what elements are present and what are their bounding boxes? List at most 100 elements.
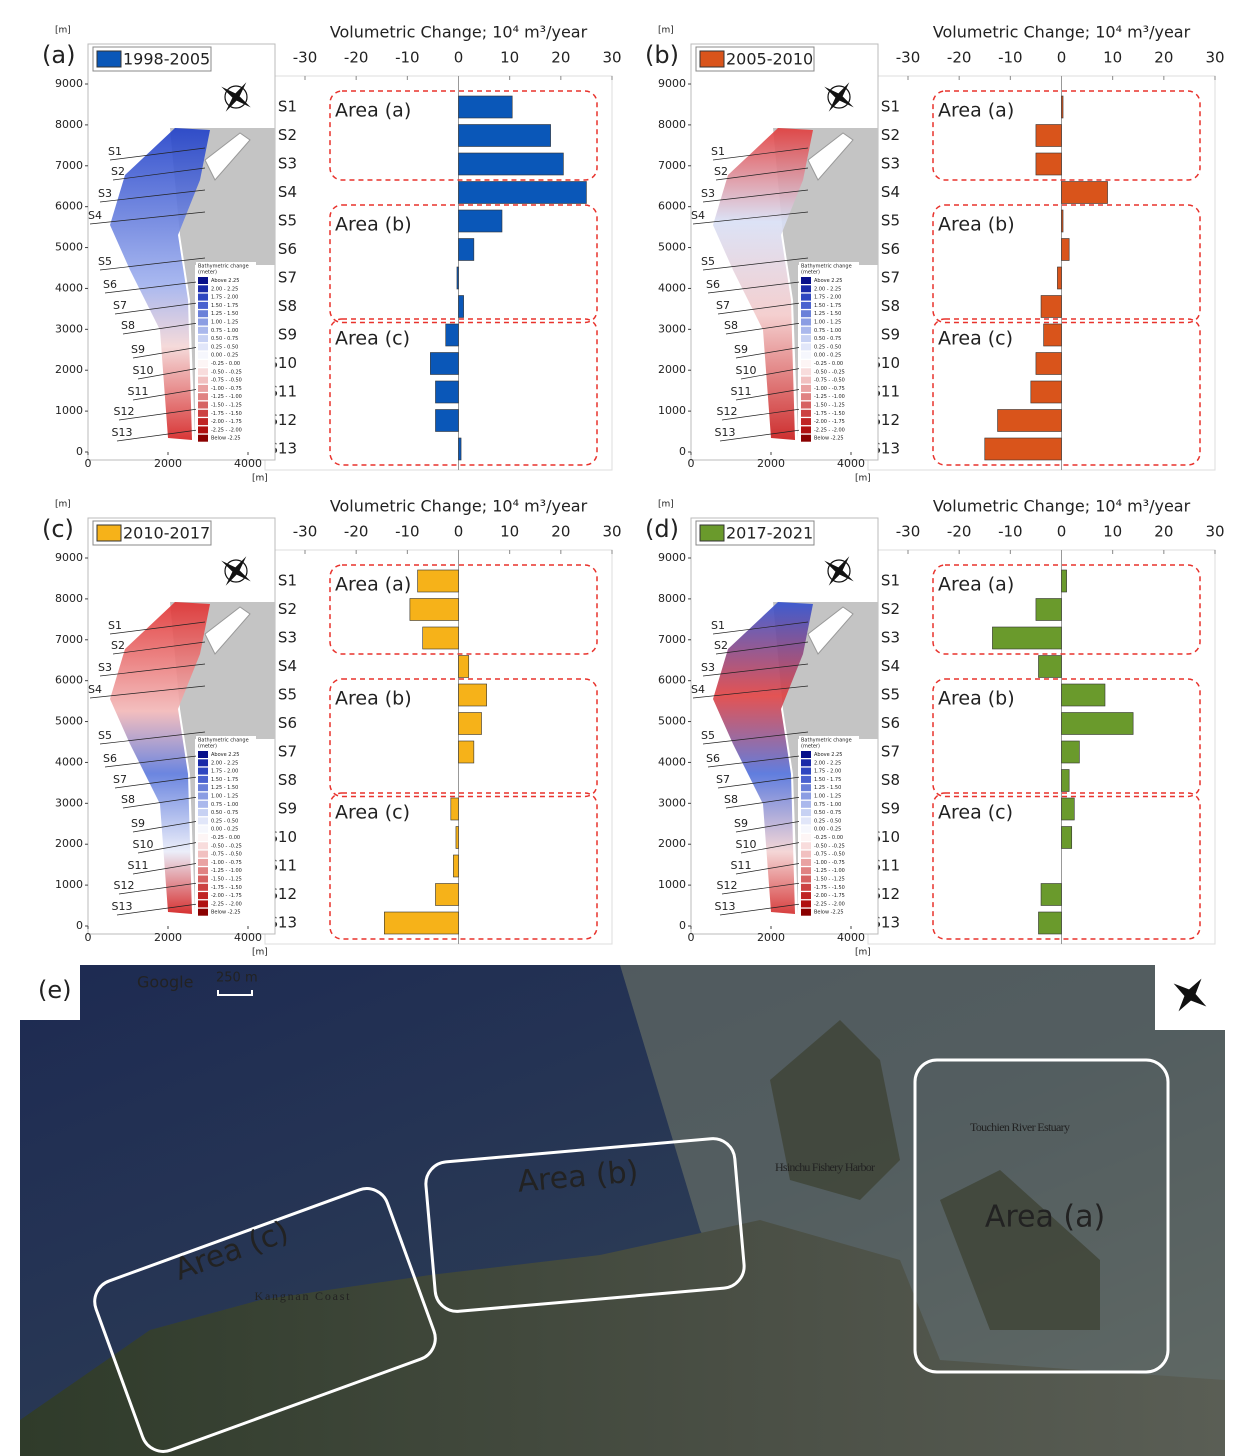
legend-swatch — [198, 851, 208, 858]
x-tick-label: 30 — [602, 523, 621, 541]
legend-entry: 1.50 - 1.75 — [211, 777, 238, 783]
legend-entry: Below -2.25 — [814, 910, 844, 916]
transect-label: S2 — [714, 639, 728, 652]
axis-unit: [m] — [252, 948, 268, 958]
y-tick-label: 9000 — [55, 551, 83, 564]
legend-entry: 0.25 - 0.50 — [211, 818, 238, 824]
transect-label: S4 — [691, 209, 705, 222]
area-label: Area (b) — [938, 214, 1015, 236]
y-tick-label: S4 — [881, 183, 900, 201]
panel-label: (b) — [645, 41, 679, 69]
legend-entry: 2.00 - 2.25 — [211, 286, 238, 292]
bar — [1038, 656, 1061, 678]
legend-swatch — [801, 277, 811, 284]
bar — [1036, 353, 1062, 375]
bar — [1036, 153, 1062, 175]
legend-swatch — [801, 385, 811, 392]
x-tick-label: -30 — [896, 49, 921, 67]
legend-swatch — [198, 327, 208, 334]
y-tick-label: S9 — [278, 326, 297, 344]
y-tick-label: S4 — [881, 657, 900, 675]
area-label: Area (a) — [938, 574, 1014, 596]
legend-entry: -2.00 - -1.75 — [814, 419, 845, 425]
legend-swatch — [198, 385, 208, 392]
legend-swatch — [801, 368, 811, 375]
y-tick-label: 3000 — [658, 796, 686, 809]
legend-entry: 1.25 - 1.50 — [211, 785, 238, 791]
y-tick-label: 9000 — [658, 77, 686, 90]
x-tick-label: 4000 — [837, 931, 865, 944]
legend-swatch — [801, 834, 811, 841]
legend-swatch — [801, 410, 811, 417]
transect-label: S6 — [103, 752, 117, 765]
area-label: Area (b) — [335, 688, 412, 710]
legend-swatch — [198, 294, 208, 301]
transect-label: S4 — [88, 209, 102, 222]
bar — [1036, 599, 1062, 621]
area-label: Area (a) — [335, 574, 411, 596]
y-tick-label: 4000 — [658, 281, 686, 294]
x-tick-label: 4000 — [234, 457, 262, 470]
legend-swatch — [198, 335, 208, 342]
bar — [459, 210, 502, 232]
area-label: Area (b) — [335, 214, 412, 236]
transect-label: S3 — [701, 187, 715, 200]
area-label: Area (a) — [335, 100, 411, 122]
y-tick-label: S8 — [278, 771, 297, 789]
legend-swatch — [801, 909, 811, 916]
axis-unit: [m] — [855, 474, 871, 484]
y-tick-label: 0 — [76, 445, 83, 458]
legend-unit: (meter) — [801, 744, 820, 750]
transect-label: S5 — [98, 729, 112, 742]
legend-swatch — [801, 343, 811, 350]
legend-entry: 0.00 - 0.25 — [814, 827, 841, 833]
legend-swatch — [198, 892, 208, 899]
legend-entry: 1.25 - 1.50 — [814, 311, 841, 317]
transect-label: S12 — [114, 405, 135, 418]
legend-swatch — [198, 410, 208, 417]
legend-entry: 0.25 - 0.50 — [814, 818, 841, 824]
legend-swatch — [801, 851, 811, 858]
bar — [459, 182, 587, 204]
bar — [410, 599, 459, 621]
legend-entry: 2.00 - 2.25 — [211, 760, 238, 766]
chart-title: Volumetric Change; 10⁴ m³/year — [330, 497, 588, 516]
y-tick-label: 7000 — [55, 159, 83, 172]
bar — [1062, 713, 1134, 735]
transect-label: S8 — [724, 793, 738, 806]
legend-entry: Above 2.25 — [814, 278, 842, 284]
transect-label: S8 — [121, 793, 135, 806]
legend-swatch — [801, 393, 811, 400]
bar — [435, 884, 458, 906]
x-tick-label: 0 — [1057, 523, 1067, 541]
axis-unit: [m] — [252, 474, 268, 484]
x-tick-label: 2000 — [757, 931, 785, 944]
source-label: Google — [137, 973, 193, 992]
bar — [459, 684, 487, 706]
y-tick-label: 5000 — [55, 715, 83, 728]
y-tick-label: 1000 — [55, 404, 83, 417]
bar — [435, 381, 458, 403]
panel-label: (d) — [645, 515, 679, 543]
y-tick-label: 7000 — [55, 633, 83, 646]
y-tick-label: S3 — [278, 155, 297, 173]
legend-entry: -1.00 - -0.75 — [814, 386, 845, 392]
legend-entry: 1.75 - 2.00 — [211, 769, 238, 775]
axis-unit: [m] — [855, 948, 871, 958]
legend-swatch — [198, 418, 208, 425]
legend-swatch — [801, 418, 811, 425]
legend-swatch — [801, 776, 811, 783]
y-tick-label: 6000 — [55, 674, 83, 687]
y-tick-label: 0 — [679, 919, 686, 932]
x-tick-label: 0 — [85, 457, 92, 470]
legend-swatch — [801, 294, 811, 301]
chart-title: Volumetric Change; 10⁴ m³/year — [933, 497, 1191, 516]
legend-swatch — [198, 343, 208, 350]
legend-entry: 0.75 - 1.00 — [814, 802, 841, 808]
y-tick-label: 6000 — [55, 200, 83, 213]
period-label: 2010-2017 — [123, 524, 210, 543]
x-tick-label: 4000 — [837, 457, 865, 470]
y-tick-label: S7 — [278, 269, 297, 287]
transect-label: S12 — [717, 879, 738, 892]
legend-swatch — [801, 859, 811, 866]
